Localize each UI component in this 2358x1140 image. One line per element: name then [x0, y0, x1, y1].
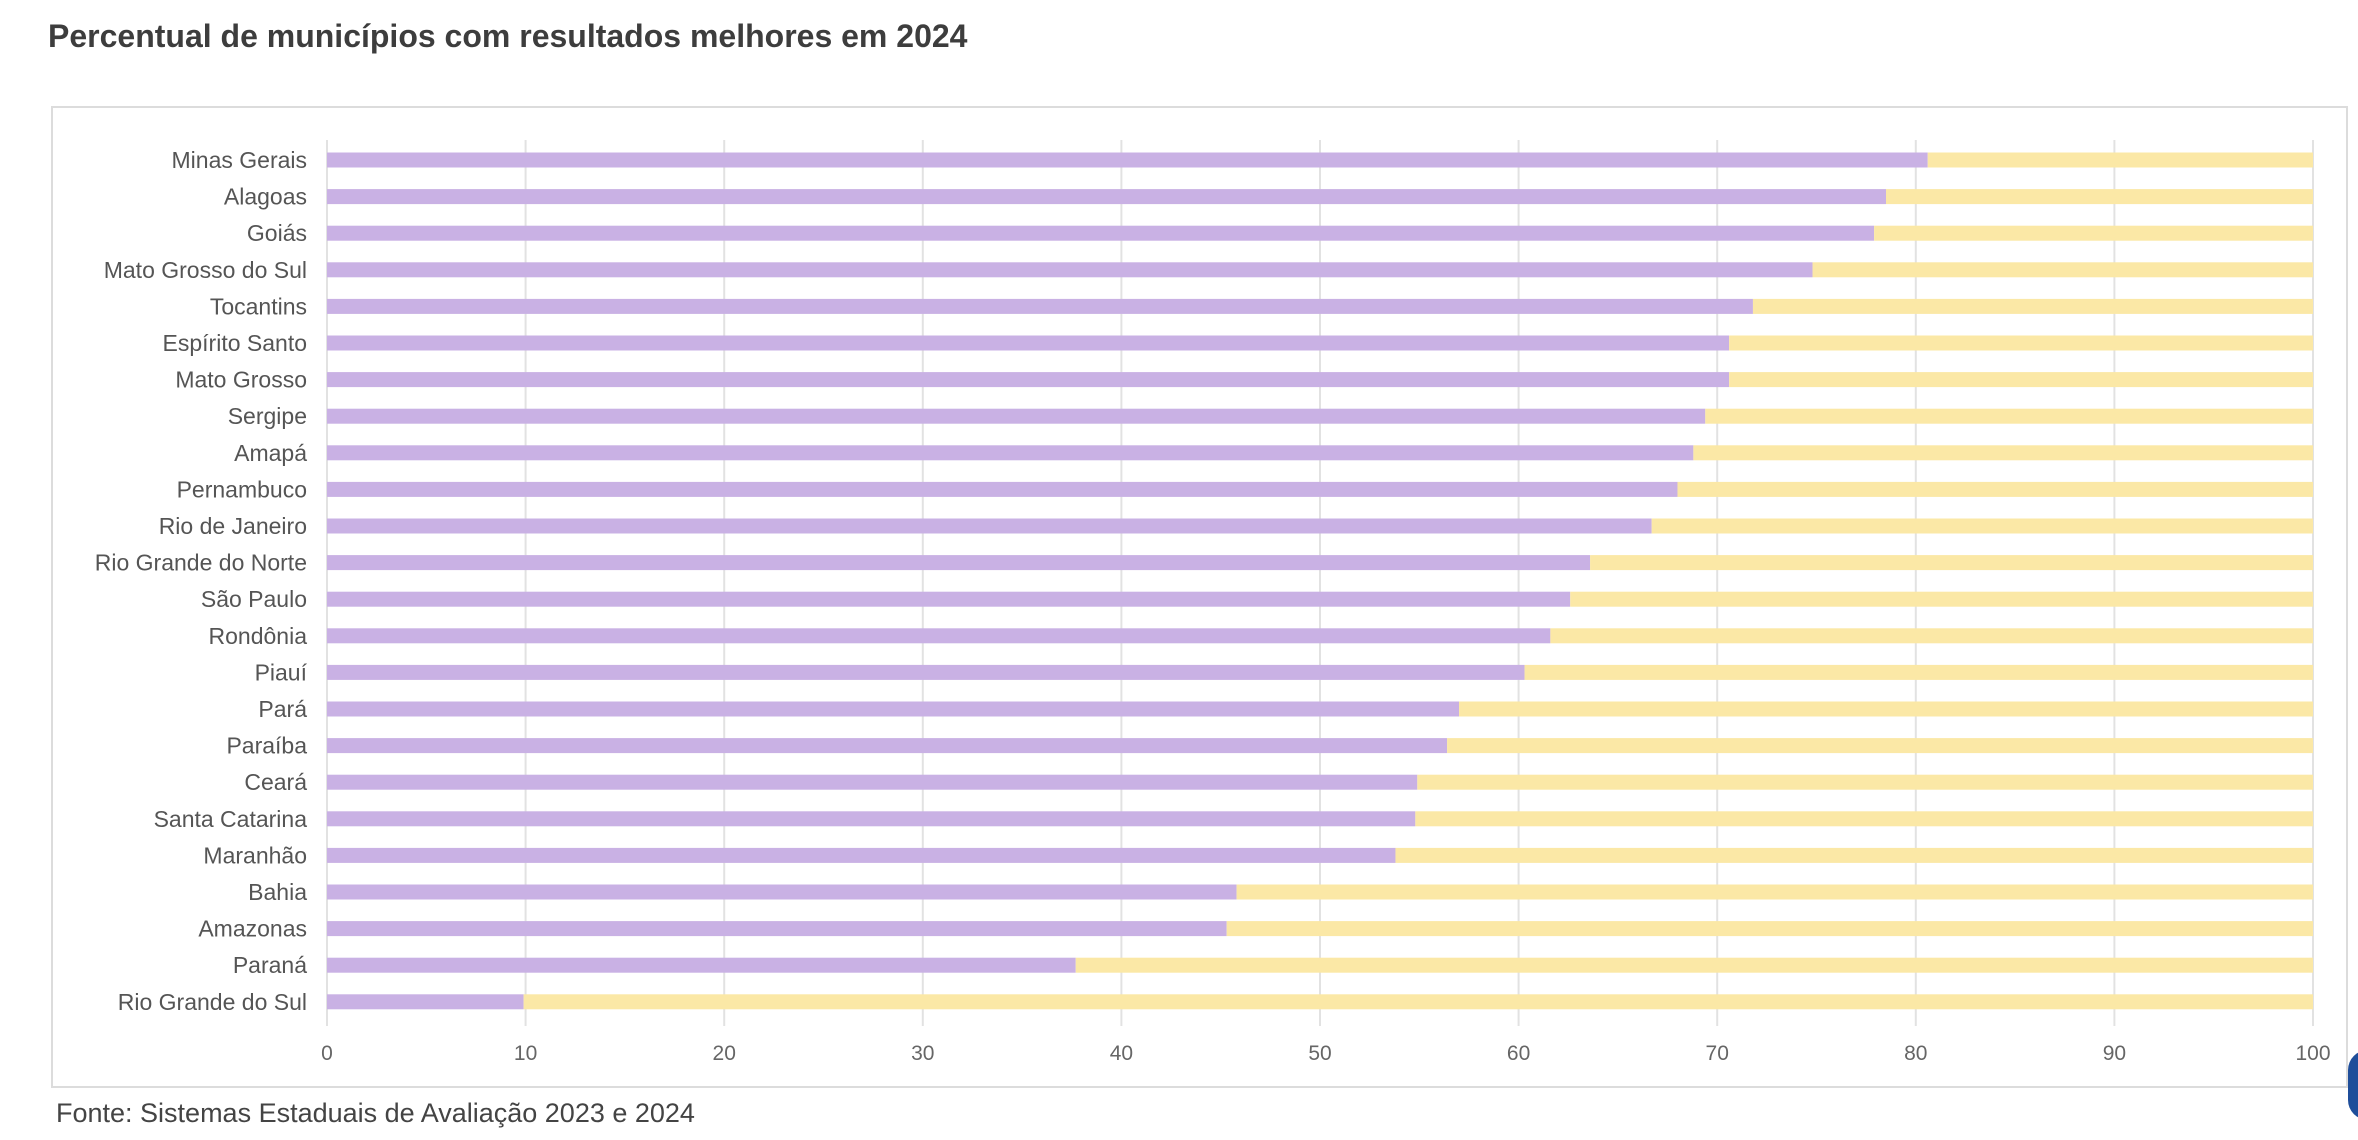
category-label: Minas Gerais	[172, 147, 307, 173]
bar-chart: Minas Gerais Alagoas Goiás Mato Grosso do S…	[95, 140, 2331, 1065]
category-label: Mato Grosso do Sul	[104, 257, 307, 283]
bar-remainder	[1226, 921, 2313, 937]
bar-primary	[327, 921, 1227, 937]
category-label: Santa Catarina	[154, 806, 308, 832]
bar-primary	[327, 994, 524, 1010]
x-tick-label: 30	[911, 1042, 934, 1065]
bar-primary	[327, 847, 1396, 863]
bar-remainder	[1417, 774, 2313, 790]
bar-primary	[327, 262, 1813, 278]
category-label: São Paulo	[201, 586, 307, 612]
floating-action-button[interactable]	[2348, 1050, 2358, 1120]
bar-remainder	[1395, 847, 2313, 863]
bars	[327, 152, 2313, 1010]
chart-frame: Minas Gerais Alagoas Goiás Mato Grosso do S…	[51, 106, 2348, 1088]
bar-remainder	[1705, 408, 2313, 424]
category-label: Alagoas	[224, 184, 307, 210]
category-label: Rondônia	[209, 623, 308, 649]
category-label: Amapá	[234, 440, 307, 466]
bar-primary	[327, 628, 1551, 644]
bar-remainder	[1693, 445, 2313, 461]
gridlines	[326, 140, 2314, 1026]
bar-remainder	[1236, 884, 2313, 900]
bar-primary	[327, 225, 1875, 241]
category-label: Goiás	[247, 220, 307, 246]
bar-remainder	[1886, 189, 2313, 205]
category-label: Rio de Janeiro	[159, 513, 307, 539]
category-label: Paraná	[233, 952, 307, 978]
bar-primary	[327, 664, 1525, 680]
bar-primary	[327, 189, 1887, 205]
bar-primary	[327, 884, 1237, 900]
bar-primary	[327, 701, 1460, 717]
source-note: Fonte: Sistemas Estaduais de Avaliação 2…	[56, 1098, 695, 1128]
bar-remainder	[1447, 738, 2313, 754]
category-label: Pará	[258, 696, 307, 722]
x-tick-label: 40	[1110, 1042, 1133, 1065]
bar-primary	[327, 518, 1652, 534]
x-tick-label: 70	[1706, 1042, 1729, 1065]
category-label: Piauí	[255, 659, 308, 685]
category-label: Mato Grosso	[175, 367, 307, 393]
bar-remainder	[1651, 518, 2313, 534]
bar-primary	[327, 738, 1448, 754]
bar-primary	[327, 591, 1571, 607]
x-tick-label: 80	[1904, 1042, 1927, 1065]
bar-remainder	[523, 994, 2313, 1010]
bar-remainder	[1752, 298, 2313, 314]
bar-remainder	[1729, 335, 2313, 351]
category-label: Amazonas	[198, 916, 307, 942]
x-tick-label: 20	[713, 1042, 736, 1065]
bar-remainder	[1590, 555, 2313, 571]
bar-remainder	[1524, 664, 2313, 680]
bar-primary	[327, 555, 1591, 571]
bar-primary	[327, 774, 1418, 790]
bar-remainder	[1874, 225, 2313, 241]
category-label: Bahia	[248, 879, 307, 905]
category-label: Espírito Santo	[163, 330, 307, 356]
bar-remainder	[1729, 372, 2313, 388]
bar-remainder	[1550, 628, 2313, 644]
category-label: Ceará	[244, 769, 307, 795]
bar-primary	[327, 152, 1928, 168]
bar-primary	[327, 445, 1694, 461]
bar-primary	[327, 298, 1753, 314]
category-label: Tocantins	[210, 293, 307, 319]
bar-primary	[327, 335, 1730, 351]
bar-remainder	[1570, 591, 2313, 607]
x-tick-label: 90	[2103, 1042, 2126, 1065]
bar-primary	[327, 811, 1416, 827]
category-label: Maranhão	[203, 842, 307, 868]
category-label: Rio Grande do Norte	[95, 550, 307, 576]
bar-remainder	[1677, 481, 2313, 497]
chart-title: Percentual de municípios com resultados …	[48, 18, 968, 54]
bar-remainder	[1927, 152, 2313, 168]
category-label: Paraíba	[226, 733, 307, 759]
x-tick-label: 50	[1308, 1042, 1331, 1065]
x-tick-label: 100	[2295, 1042, 2330, 1065]
bar-remainder	[1812, 262, 2313, 278]
category-label: Sergipe	[228, 403, 307, 429]
category-label: Pernambuco	[177, 476, 307, 502]
bar-primary	[327, 481, 1678, 497]
x-axis-ticks: 0 10 20 30 40 50 60 70 80 90 100	[321, 1042, 2330, 1065]
bar-primary	[327, 957, 1076, 973]
bar-remainder	[1415, 811, 2313, 827]
category-label: Rio Grande do Sul	[118, 989, 307, 1015]
bar-remainder	[1075, 957, 2313, 973]
x-tick-label: 0	[321, 1042, 333, 1065]
x-tick-label: 10	[514, 1042, 537, 1065]
bar-primary	[327, 372, 1730, 388]
bar-remainder	[1459, 701, 2313, 717]
x-tick-label: 60	[1507, 1042, 1530, 1065]
category-labels: Minas Gerais Alagoas Goiás Mato Grosso do S…	[95, 147, 308, 1015]
bar-primary	[327, 408, 1706, 424]
